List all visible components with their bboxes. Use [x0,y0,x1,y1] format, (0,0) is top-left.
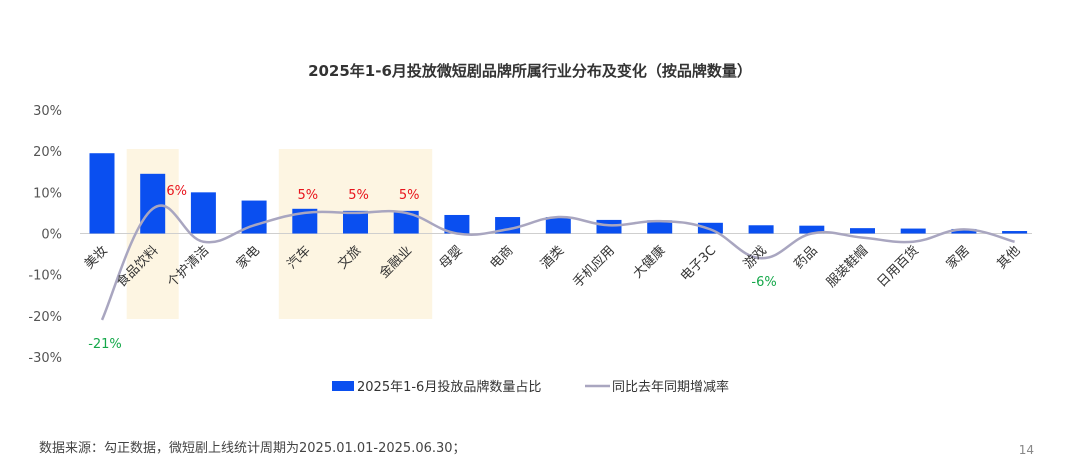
bar [900,228,926,234]
trend-line [100,204,1015,321]
source-note: 数据来源：勾正数据，微短剧上线统计周期为2025.01.01-2025.06.3… [39,441,466,456]
bar [545,217,571,234]
bar [89,153,115,234]
data-label: 5% [297,188,318,203]
data-label: -6% [751,275,776,290]
data-label: -21% [88,337,122,352]
data-label: 5% [348,188,369,203]
legend: 2025年1-6月投放品牌数量占比 同比去年同期增减率 [332,379,729,395]
x-tick-label: 游戏 [741,243,770,272]
page-number: 14 [1018,443,1034,457]
bar [190,192,216,234]
data-label: 6% [166,184,187,199]
y-tick-label: 20% [33,145,62,160]
x-tick-label: 日用百货 [874,243,922,291]
x-tick-label: 药品 [792,243,821,272]
legend-bar-swatch [332,381,354,391]
x-tick-label: 电子3C [678,243,719,284]
x-tick-label: 酒类 [538,243,567,272]
bar [393,210,419,234]
data-label: 5% [399,188,420,203]
y-tick-label: -10% [28,269,62,284]
bar [647,220,673,234]
x-tick-label: 服装鞋帽 [823,243,871,291]
bar [850,228,875,234]
x-tick-label: 其他 [994,243,1023,272]
chart-title: 2025年1-6月投放微短剧品牌所属行业分布及变化（按品牌数量） [308,62,752,80]
legend-bar-label: 2025年1-6月投放品牌数量占比 [357,379,541,395]
bar [596,219,622,234]
y-tick-label: 30% [33,104,62,119]
x-tick-label: 大健康 [630,243,669,282]
x-tick-label: 母婴 [437,243,466,272]
x-tick-label: 家电 [233,243,263,273]
bar [140,173,166,234]
y-tick-label: -20% [28,310,62,325]
chart: 2025年1-6月投放微短剧品牌所属行业分布及变化（按品牌数量） 30% 20% 1… [28,62,1032,395]
bar [748,225,774,234]
bar [799,225,825,234]
bar [951,228,977,234]
y-tick-label: 10% [33,186,62,201]
x-tick-label: 家居 [943,243,973,273]
bar [444,214,470,234]
y-tick-label: -30% [28,351,62,366]
legend-line-label: 同比去年同期增减率 [612,379,729,395]
y-tick-label: 0% [41,228,62,243]
x-tick-label: 电商 [487,243,516,272]
x-tick-label: 手机应用 [570,243,618,291]
bar [343,210,368,234]
bar [1002,231,1028,234]
x-tick-label: 美妆 [82,243,111,272]
